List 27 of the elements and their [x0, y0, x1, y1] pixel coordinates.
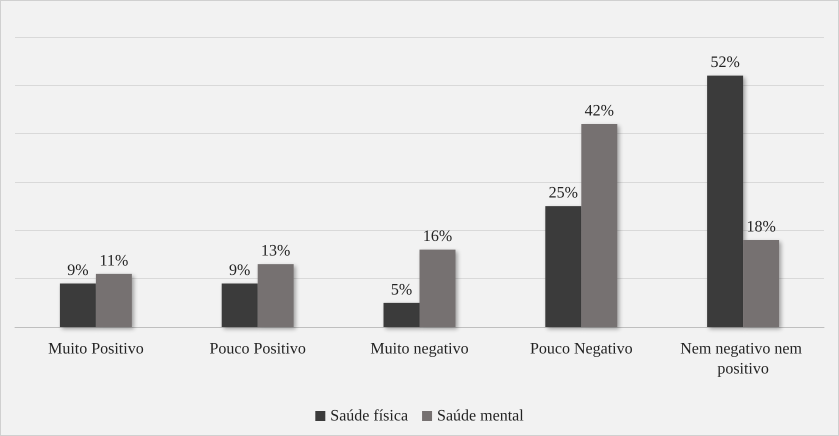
x-tick-label: Pouco Negativo	[530, 340, 633, 358]
data-label: 52%	[710, 54, 740, 72]
bar	[420, 250, 456, 327]
bar	[581, 124, 618, 327]
legend-label: Saúde física	[330, 408, 408, 424]
bar	[384, 302, 420, 327]
bar	[707, 76, 744, 327]
bar	[545, 206, 582, 327]
x-tick-label: Pouco Positivo	[209, 340, 306, 358]
data-label: 9%	[67, 262, 89, 279]
data-label: 11%	[100, 252, 128, 270]
data-label: 13%	[261, 242, 290, 260]
x-tick-label: Muito Positivo	[48, 340, 144, 358]
data-label: 18%	[746, 218, 776, 236]
bar	[258, 264, 294, 327]
bar	[222, 284, 258, 327]
bar	[96, 274, 132, 327]
data-label: 16%	[422, 228, 452, 246]
data-label: 5%	[390, 281, 412, 298]
legend-label: Saúde mental	[437, 408, 524, 424]
bar	[60, 284, 96, 327]
data-label: 9%	[229, 262, 250, 279]
data-label: 42%	[584, 102, 614, 120]
bar	[743, 240, 780, 327]
x-tick-label: Nem negativo nem positivo	[680, 340, 806, 378]
x-tick-label: Muito negativo	[370, 340, 469, 358]
data-label: 25%	[548, 184, 578, 202]
